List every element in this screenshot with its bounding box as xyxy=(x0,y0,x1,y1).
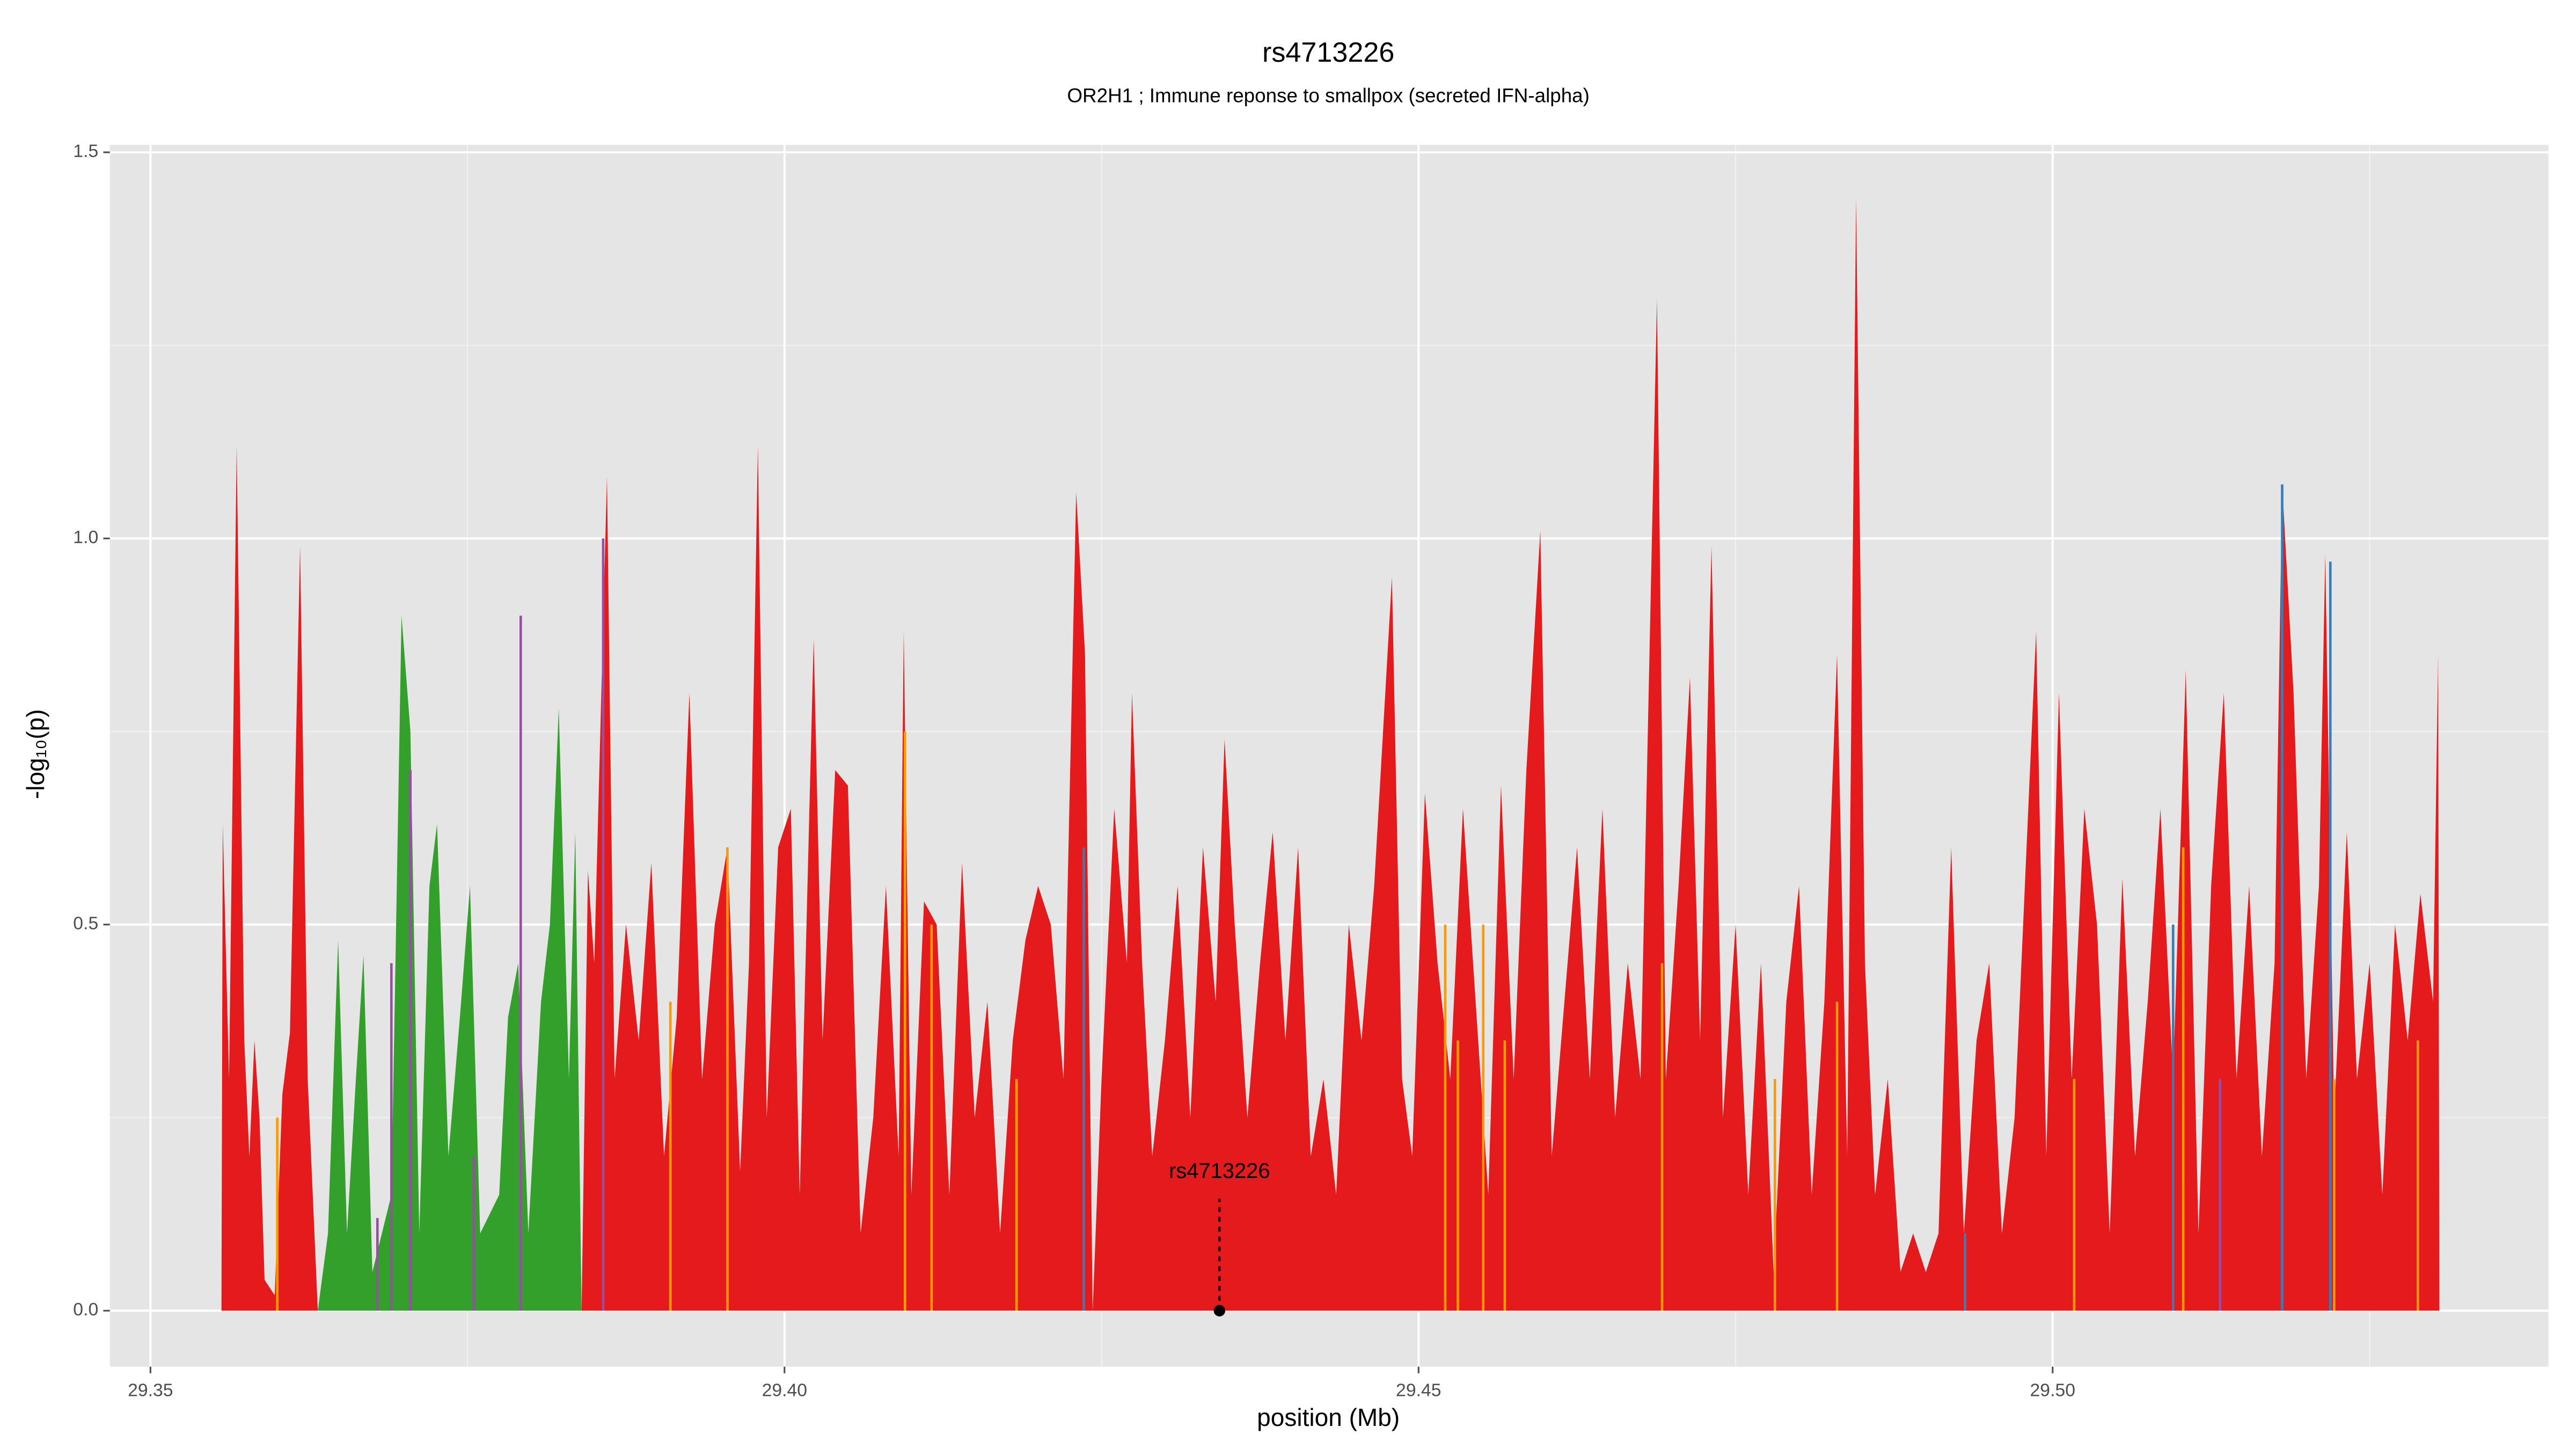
x-tick-label: 29.40 xyxy=(762,1380,807,1401)
chart-subtitle: OR2H1 ; Immune reponse to smallpox (secr… xyxy=(1067,85,1589,107)
marks: rs4713226 xyxy=(221,199,2440,1317)
area xyxy=(318,616,582,1311)
chart-title: rs4713226 xyxy=(1262,37,1394,68)
y-tick-label: 0.0 xyxy=(73,1299,98,1320)
area xyxy=(221,199,2440,1311)
x-tick-label: 29.35 xyxy=(128,1380,173,1401)
y-axis-label: -log₁₀(p) xyxy=(21,709,49,799)
y-tick-label: 1.5 xyxy=(73,141,98,162)
x-axis-label: position (Mb) xyxy=(1257,1403,1400,1431)
y-tick-label: 1.0 xyxy=(73,527,98,547)
x-tick-label: 29.50 xyxy=(2030,1380,2075,1401)
annotation-label: rs4713226 xyxy=(1169,1159,1270,1183)
y-tick-label: 0.5 xyxy=(73,913,98,934)
annotation-point xyxy=(1213,1305,1226,1317)
x-tick-label: 29.45 xyxy=(1396,1380,1441,1401)
